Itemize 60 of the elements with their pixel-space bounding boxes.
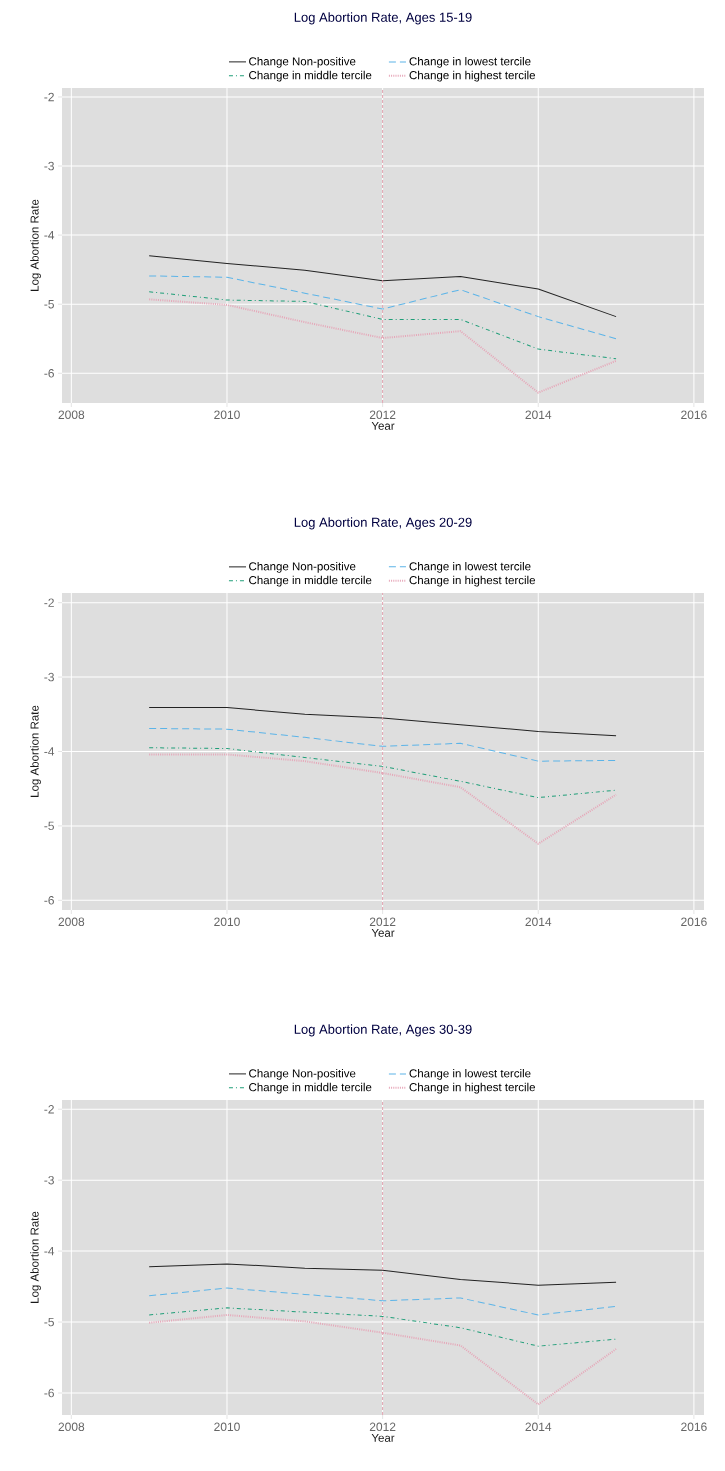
legend-label: Change in middle tercile [249, 1082, 372, 1094]
chart-title: Log Abortion Rate, Ages 20-29 [294, 517, 472, 530]
chart-title: Log Abortion Rate, Ages 15-19 [294, 12, 472, 25]
line-series [148, 1307, 617, 1347]
legend-label: Change in middle tercile [249, 70, 372, 82]
legend-label: Change in highest tercile [409, 1082, 535, 1094]
line-series [148, 1263, 617, 1286]
x-tick-label: 2012 [369, 1422, 396, 1432]
x-axis-title: Year [371, 1433, 395, 1442]
line-series [148, 298, 618, 394]
y-tick-label: -3 [44, 161, 54, 171]
legend-label: Change Non-positive [249, 56, 356, 68]
line-series [148, 1313, 618, 1406]
x-tick-label: 2014 [525, 917, 552, 927]
legend-label: Change in lowest tercile [409, 561, 531, 573]
legend-label: Change Non-positive [249, 561, 356, 573]
line-series [148, 275, 617, 340]
x-tick-label: 2016 [681, 410, 707, 420]
x-tick-label: 2008 [58, 917, 85, 927]
y-tick-label: -6 [44, 369, 54, 378]
y-tick-label: -2 [44, 1105, 54, 1114]
y-tick-label: -2 [44, 92, 54, 102]
x-tick-label: 2010 [214, 917, 240, 927]
line-series [148, 753, 618, 845]
y-tick-label: -5 [44, 300, 54, 309]
x-tick-label: 2012 [369, 917, 396, 927]
x-tick-label: 2008 [58, 410, 85, 420]
x-tick-label: 2010 [214, 410, 240, 420]
x-tick-label: 2010 [214, 1422, 240, 1432]
y-tick-label: -4 [44, 1246, 55, 1256]
line-series [148, 707, 617, 737]
y-tick-label: -3 [44, 672, 54, 682]
y-tick-label: -6 [44, 1388, 54, 1398]
y-axis-title: Log Abortion Rate [30, 705, 41, 797]
y-axis-title: Log Abortion Rate [30, 1211, 41, 1303]
y-tick-label: -4 [44, 747, 55, 756]
legend-label: Change in highest tercile [409, 575, 535, 587]
y-tick-label: -5 [44, 1317, 54, 1327]
line-series [148, 291, 617, 360]
legend-label: Change in highest tercile [409, 70, 535, 82]
x-tick-label: 2016 [681, 1422, 707, 1432]
x-tick-label: 2012 [369, 410, 396, 420]
x-axis-title: Year [371, 928, 395, 937]
y-tick-label: -6 [44, 896, 54, 905]
y-tick-label: -2 [44, 598, 54, 607]
chart-title: Log Abortion Rate, Ages 30-39 [294, 1024, 472, 1037]
y-axis-title: Log Abortion Rate [30, 199, 41, 291]
legend-label: Change Non-positive [249, 1068, 356, 1080]
legend-label: Change in middle tercile [249, 575, 372, 587]
legend-label: Change in lowest tercile [409, 56, 531, 68]
x-axis-title: Year [371, 421, 395, 430]
x-tick-label: 2014 [525, 410, 552, 420]
x-tick-label: 2016 [681, 917, 707, 927]
x-tick-label: 2014 [525, 1422, 552, 1432]
y-tick-label: -4 [44, 231, 55, 240]
y-tick-label: -5 [44, 821, 54, 831]
legend-label: Change in lowest tercile [409, 1068, 531, 1080]
x-tick-label: 2008 [58, 1422, 85, 1432]
line-series [148, 255, 617, 318]
y-tick-label: -3 [44, 1175, 54, 1185]
